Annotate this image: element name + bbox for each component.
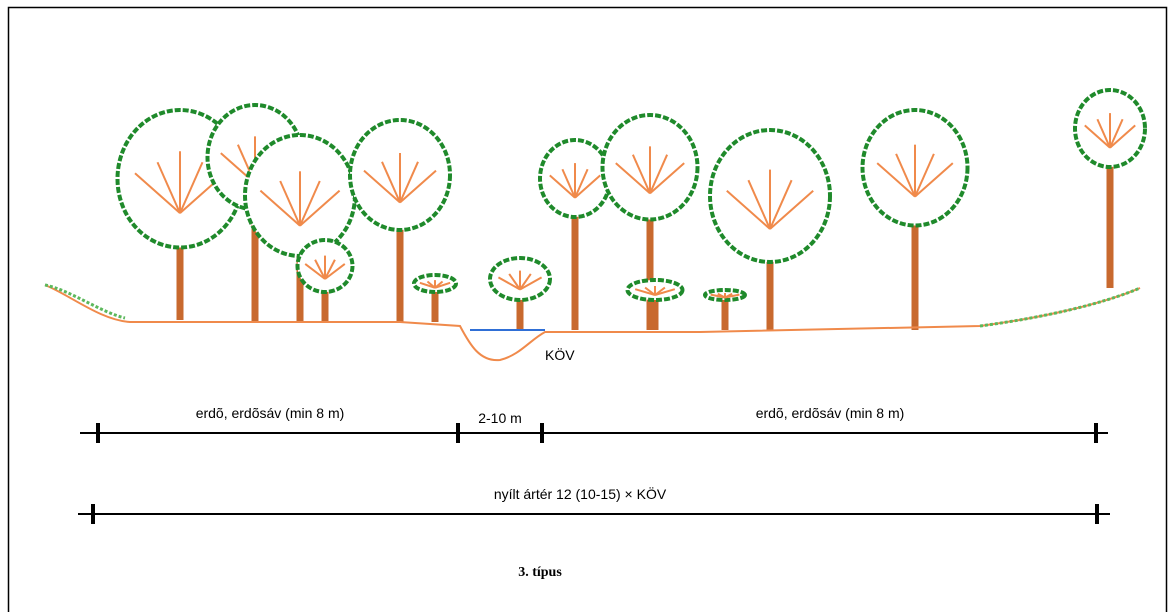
water-level-label: KÖV	[545, 346, 575, 363]
segment-label: erdõ, erdõsáv (min 8 m)	[196, 405, 345, 421]
segment-label: erdõ, erdõsáv (min 8 m)	[756, 405, 905, 421]
caption: 3. típus	[518, 565, 562, 580]
total-label: nyílt ártér 12 (10-15) × KÖV	[494, 485, 667, 502]
page: KÖV erdõ, erdõsáv (min 8 m) 2-10 m erdõ,…	[0, 0, 1176, 612]
diagram: KÖV erdõ, erdõsáv (min 8 m) 2-10 m erdõ,…	[0, 0, 1176, 612]
segment-label: 2-10 m	[478, 410, 522, 426]
